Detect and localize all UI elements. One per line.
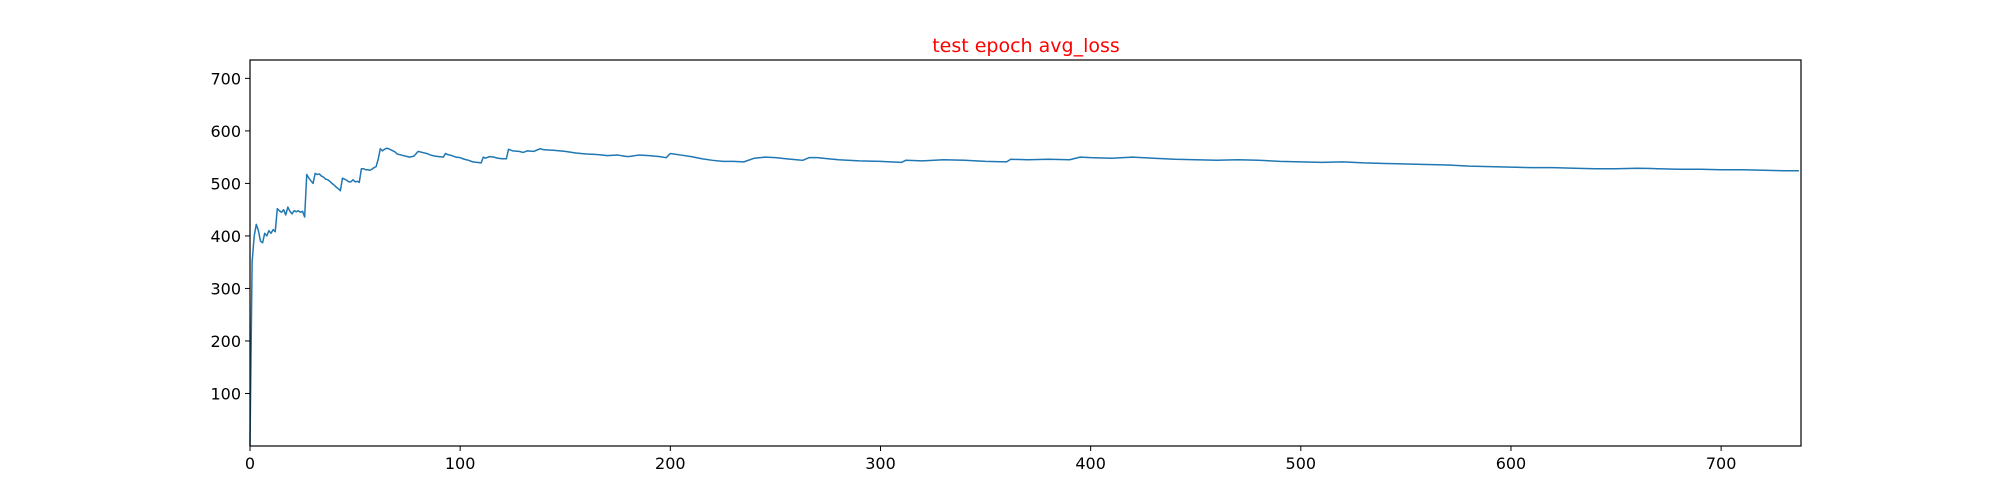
y-axis: 100 200 300 400 500 600 700 — [210, 69, 250, 403]
y-tick-label: 700 — [210, 69, 241, 88]
x-tick-label: 500 — [1286, 454, 1317, 473]
x-axis: 0 100 200 300 400 500 600 700 — [245, 446, 1737, 473]
y-tick-label: 200 — [210, 332, 241, 351]
x-tick-label: 100 — [445, 454, 476, 473]
x-tick-label: 0 — [245, 454, 255, 473]
axes-frame — [249, 59, 1802, 447]
y-tick-label: 500 — [210, 174, 241, 193]
x-tick-label: 600 — [1496, 454, 1527, 473]
y-tick-label: 100 — [210, 384, 241, 403]
y-tick-label: 400 — [210, 227, 241, 246]
y-tick-label: 600 — [210, 122, 241, 141]
y-tick-label: 300 — [210, 279, 241, 298]
x-tick-label: 300 — [865, 454, 896, 473]
x-tick-label: 400 — [1075, 454, 1106, 473]
x-tick-label: 200 — [655, 454, 686, 473]
series-line-0 — [249, 147, 1799, 447]
plot-area — [249, 147, 1799, 447]
x-tick-label: 700 — [1706, 454, 1737, 473]
chart-title: test epoch avg_loss — [932, 35, 1120, 57]
